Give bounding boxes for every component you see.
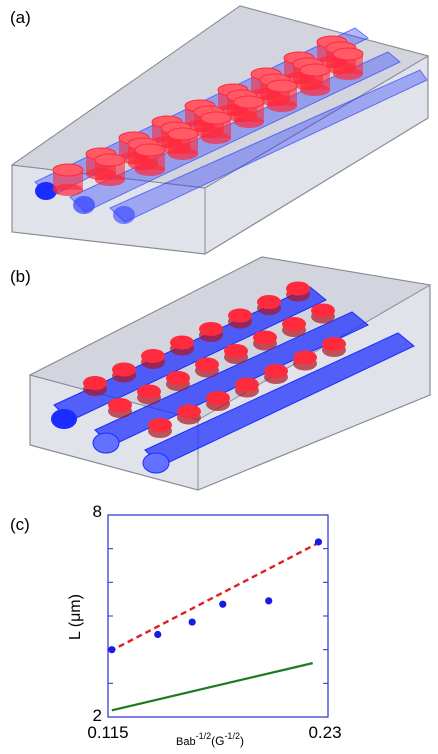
data-point [188, 618, 196, 626]
data-point [108, 646, 116, 654]
pore-b-disk [148, 418, 172, 432]
data-point [154, 630, 162, 639]
pore-a-top [233, 95, 265, 109]
pore-a-bottom [300, 84, 330, 96]
pore-b-disk [322, 337, 346, 351]
pore-b-disk [253, 330, 277, 345]
pore-a-top [266, 79, 298, 93]
y-axis-label: L (μm) [67, 594, 84, 640]
pore-b-disk [170, 335, 194, 350]
fit-line [109, 540, 321, 653]
tube-end-2 [73, 196, 95, 214]
pore-b-disk [282, 317, 306, 331]
pore-b-disk [112, 362, 136, 377]
pore-a-top [94, 153, 126, 167]
data-point [265, 597, 273, 605]
tube-end-1 [35, 182, 57, 200]
tube-end-3 [113, 206, 135, 224]
panel-a-illustration [10, 5, 430, 255]
tube-end-b2 [92, 432, 120, 454]
pore-b-disk [108, 398, 132, 412]
panel-b-tubes [51, 286, 415, 474]
pore-a-bottom [168, 148, 198, 160]
pore-b-disk [199, 322, 223, 336]
theory-line [111, 662, 313, 712]
x-tick-label-min: 0.115 [87, 723, 128, 742]
panel-b-illustration [28, 256, 432, 491]
pore-a-bottom [53, 184, 83, 196]
pore-b-disk [235, 377, 259, 392]
pore-b-disk [224, 344, 248, 358]
panel-b-pores [83, 281, 346, 438]
x-axis-label: Bab-1/2(G-1/2) [176, 731, 244, 748]
pore-b-disk [228, 308, 252, 323]
pore-a-top [299, 63, 331, 77]
pore-b-disk [141, 349, 165, 363]
pore-b-disk [206, 391, 230, 405]
pore-b-disk [257, 295, 281, 309]
y-tick-label-max: 8 [93, 502, 102, 521]
pore-b-disk [311, 303, 335, 318]
pore-b-disk [195, 357, 219, 372]
pore-a-top [167, 127, 199, 141]
pore-b-disk [137, 384, 161, 399]
panel-a-pores [52, 35, 364, 196]
pore-b-disk [166, 371, 190, 385]
pore-a-top [332, 47, 364, 61]
pore-a-bottom [201, 132, 231, 144]
pore-a-bottom [135, 164, 165, 176]
pore-b-disk [177, 404, 201, 419]
panel-c-label: (c) [10, 515, 30, 534]
pore-b-disk [286, 281, 310, 296]
tube-end-b1 [51, 409, 77, 429]
data-point [314, 538, 323, 546]
y-tick-label-min: 2 [93, 706, 102, 725]
pore-a-bottom [234, 116, 264, 128]
pore-a-top [200, 111, 232, 125]
data-point [219, 600, 227, 608]
panel-a-label: (a) [10, 8, 31, 27]
pore-a-bottom [267, 100, 297, 112]
tube-end-b3 [142, 452, 170, 474]
x-tick-label-max: 0.23 [308, 723, 341, 742]
panel-b-label: (b) [10, 267, 31, 286]
pore-b-disk [293, 350, 317, 365]
pore-a-bottom [333, 68, 363, 80]
pore-a-bottom [95, 174, 125, 186]
pore-a-top [52, 163, 84, 177]
plot-frame [107, 514, 329, 718]
pore-b-disk [264, 364, 288, 378]
pore-a-top [134, 143, 166, 157]
pore-b-disk [83, 376, 107, 390]
